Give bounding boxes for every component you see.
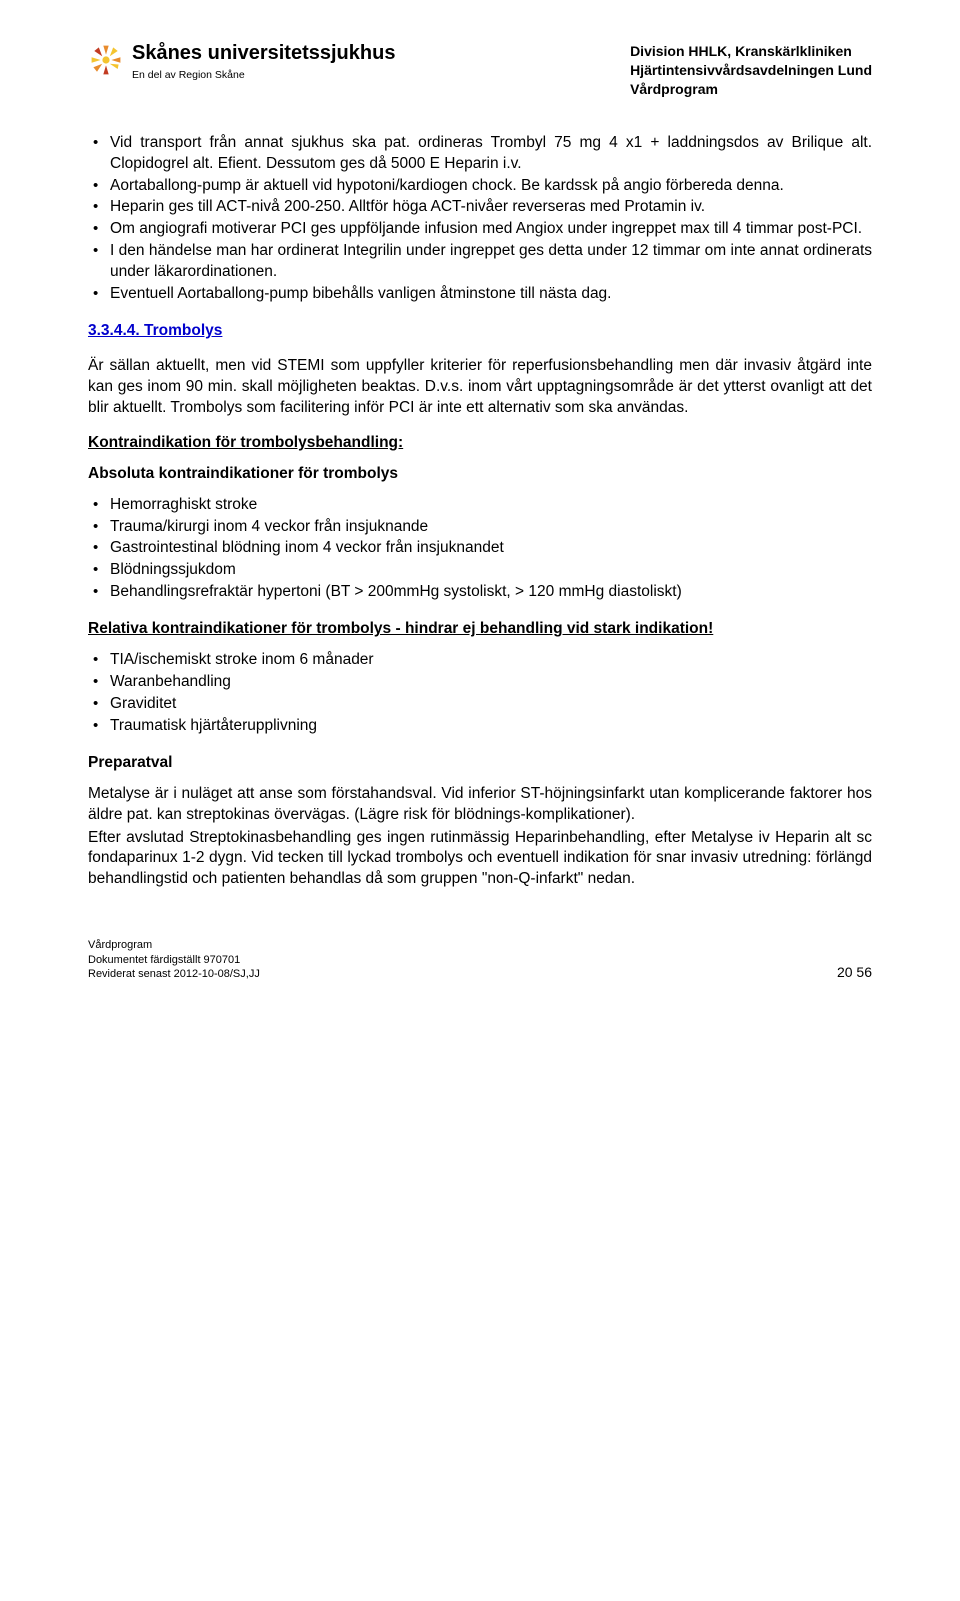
list-item: Behandlingsrefraktär hypertoni (BT > 200… (88, 582, 872, 603)
page-footer: Vårdprogram Dokumentet färdigställt 9707… (88, 938, 872, 981)
section-heading-trombolys: 3.3.4.4. Trombolys (88, 321, 872, 342)
list-item: Aortaballong-pump är aktuell vid hypoton… (88, 176, 872, 197)
division-line: Hjärtintensivvårdsavdelningen Lund (630, 61, 872, 80)
footer-line: Reviderat senast 2012-10-08/SJ,JJ (88, 967, 872, 981)
list-item: Om angiografi motiverar PCI ges uppfölja… (88, 219, 872, 240)
list-item: Gastrointestinal blödning inom 4 veckor … (88, 538, 872, 559)
list-item: Hemorraghiskt stroke (88, 495, 872, 516)
list-item: Eventuell Aortaballong-pump bibehålls va… (88, 284, 872, 305)
absoluta-list: Hemorraghiskt stroke Trauma/kirurgi inom… (88, 495, 872, 604)
page-number: 20 56 (837, 963, 872, 981)
absoluta-heading: Absoluta kontraindikationer för tromboly… (88, 464, 872, 485)
trombolys-paragraph: Är sällan aktuellt, men vid STEMI som up… (88, 356, 872, 419)
header-division: Division HHLK, Kranskärlkliniken Hjärtin… (630, 40, 872, 99)
preparatval-heading: Preparatval (88, 753, 872, 774)
top-bullet-list: Vid transport från annat sjukhus ska pat… (88, 133, 872, 305)
org-title: Skånes universitetssjukhus (132, 40, 395, 67)
logo-block: Skånes universitetssjukhus En del av Reg… (88, 40, 630, 82)
relativa-heading: Relativa kontraindikationer för tromboly… (88, 619, 872, 640)
list-item: Traumatisk hjärtåterupplivning (88, 716, 872, 737)
list-item: Graviditet (88, 694, 872, 715)
kontraindikation-heading: Kontraindikation för trombolysbehandling… (88, 433, 872, 454)
footer-line: Vårdprogram (88, 938, 872, 952)
document-page: Skånes universitetssjukhus En del av Reg… (0, 0, 960, 1011)
sun-logo-icon (88, 42, 124, 78)
org-subtitle: En del av Region Skåne (132, 68, 395, 82)
division-line: Vårdprogram (630, 80, 872, 99)
list-item: TIA/ischemiskt stroke inom 6 månader (88, 650, 872, 671)
logo-text: Skånes universitetssjukhus En del av Reg… (132, 40, 395, 82)
list-item: Blödningssjukdom (88, 560, 872, 581)
footer-line: Dokumentet färdigställt 970701 (88, 953, 872, 967)
list-item: Waranbehandling (88, 672, 872, 693)
list-item: Heparin ges till ACT-nivå 200-250. Alltf… (88, 197, 872, 218)
division-line: Division HHLK, Kranskärlkliniken (630, 42, 872, 61)
list-item: Vid transport från annat sjukhus ska pat… (88, 133, 872, 175)
relativa-list: TIA/ischemiskt stroke inom 6 månader War… (88, 650, 872, 737)
preparatval-para2: Efter avslutad Streptokinasbehandling ge… (88, 828, 872, 891)
page-header: Skånes universitetssjukhus En del av Reg… (88, 40, 872, 99)
list-item: Trauma/kirurgi inom 4 veckor från insjuk… (88, 517, 872, 538)
list-item: I den händelse man har ordinerat Integri… (88, 241, 872, 283)
preparatval-para1: Metalyse är i nuläget att anse som först… (88, 784, 872, 826)
